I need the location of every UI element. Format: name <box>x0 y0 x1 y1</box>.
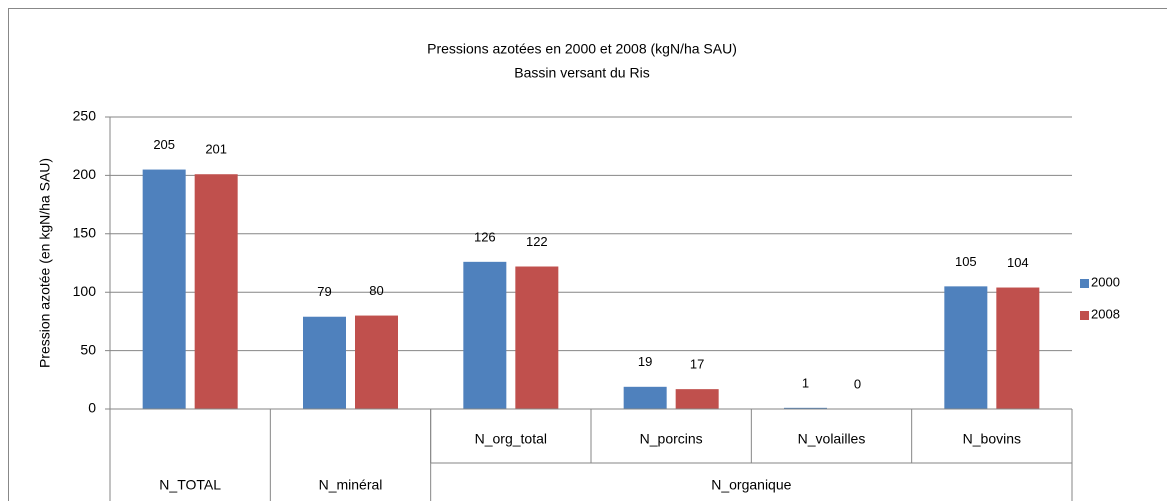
x-tick-label: N_porcins <box>640 431 703 447</box>
data-label: 1 <box>802 375 809 390</box>
legend-swatch <box>1080 279 1089 288</box>
bar <box>355 315 398 409</box>
bar <box>623 386 667 409</box>
group-label: N_TOTAL <box>159 477 221 493</box>
bar <box>996 287 1040 409</box>
bar <box>675 389 719 409</box>
data-label: 105 <box>955 254 977 269</box>
x-tick-label: N_org_total <box>475 431 547 447</box>
bar <box>463 261 507 409</box>
data-label: 17 <box>690 357 704 372</box>
data-label: 126 <box>474 229 496 244</box>
bar <box>515 266 559 409</box>
x-tick-label: N_volailles <box>798 431 866 447</box>
data-label: 0 <box>854 376 861 391</box>
bar <box>944 286 988 409</box>
y-tick-label: 150 <box>73 225 97 241</box>
data-label: 104 <box>1007 255 1029 270</box>
data-label: 80 <box>369 283 383 298</box>
chart-subtitle: Bassin versant du Ris <box>514 65 649 81</box>
y-tick-label: 100 <box>73 283 97 299</box>
legend-swatch <box>1080 311 1089 320</box>
legend-label: 2008 <box>1091 306 1120 321</box>
legend-label: 2000 <box>1091 274 1120 289</box>
x-tick-label: N_bovins <box>963 431 1021 447</box>
y-tick-label: 250 <box>73 108 97 124</box>
bar <box>784 407 827 409</box>
data-label: 79 <box>317 284 331 299</box>
data-label: 205 <box>153 137 175 152</box>
data-label: 122 <box>526 234 548 249</box>
y-tick-label: 50 <box>80 341 96 357</box>
chart-title: Pressions azotées en 2000 et 2008 (kgN/h… <box>427 41 737 57</box>
y-axis-label: Pression azotée (en kgN/ha SAU) <box>37 158 53 368</box>
data-label: 19 <box>638 354 652 369</box>
bar <box>194 174 238 409</box>
bar <box>142 169 186 409</box>
group-label: N_minéral <box>319 477 383 493</box>
group-label: N_organique <box>711 477 791 493</box>
bar <box>303 316 346 409</box>
y-tick-label: 0 <box>88 400 96 416</box>
data-label: 201 <box>205 142 227 157</box>
y-tick-label: 200 <box>73 166 97 182</box>
